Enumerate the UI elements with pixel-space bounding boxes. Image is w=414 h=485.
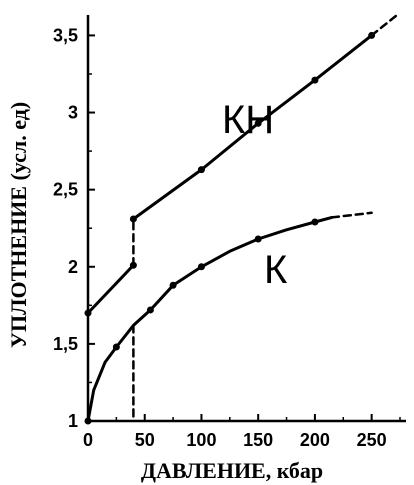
x-tick-label: 200 — [300, 430, 330, 450]
series-1-point — [311, 218, 319, 226]
y-axis-title: УПЛОТНЕНИЕ (усл. ед) — [6, 102, 31, 348]
y-tick-label: 1 — [68, 411, 78, 431]
series-1-point — [169, 281, 177, 289]
series-0-point — [254, 119, 262, 127]
series-1-line-dashed — [330, 211, 373, 219]
series-1-point — [197, 263, 205, 271]
y-tick-label: 2,5 — [53, 180, 78, 200]
y-tick-label: 1,5 — [53, 334, 78, 354]
series-0-line-dashed — [370, 14, 398, 37]
y-tick-label: 3,5 — [53, 25, 78, 45]
series-1-point — [112, 343, 120, 351]
series-1-point — [146, 306, 154, 314]
x-tick-label: 50 — [135, 430, 155, 450]
x-tick-label: 250 — [357, 430, 387, 450]
x-tick-label: 100 — [186, 430, 216, 450]
x-axis-title: ДАВЛЕНИЕ, кбар — [141, 458, 323, 483]
series-0-point — [84, 309, 92, 317]
series-label-kn: КН — [222, 98, 274, 142]
x-tick-label: 150 — [243, 430, 273, 450]
y-tick-label: 3 — [68, 103, 78, 123]
series-layer — [84, 14, 398, 425]
axes: 0 50 100 150 200 250 1 1,5 2 2,5 3 3,5 — [53, 15, 406, 450]
series-0-point — [129, 261, 137, 269]
series-0-line-solid — [86, 263, 135, 315]
series-0-point — [129, 215, 137, 223]
y-tick-label: 2 — [68, 257, 78, 277]
series-1-point — [84, 417, 92, 425]
series-0-point — [368, 31, 376, 39]
series-0-point — [197, 166, 205, 174]
x-tick-label: 0 — [83, 430, 93, 450]
series-label-k: К — [264, 248, 288, 292]
series-1-point — [254, 235, 262, 243]
series-0-point — [311, 76, 319, 84]
series-1-line-solid — [86, 215, 334, 423]
